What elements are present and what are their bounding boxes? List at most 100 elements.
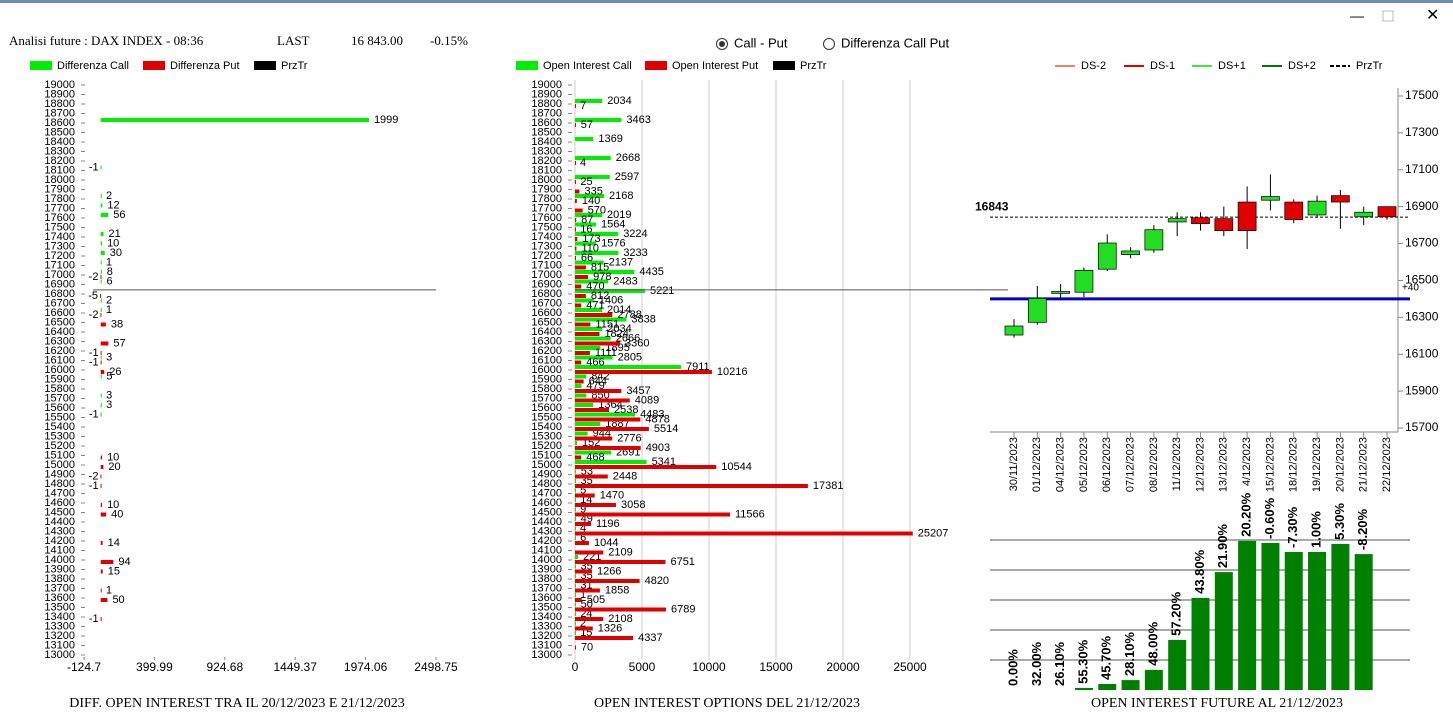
x-tick-label: 20000: [826, 660, 860, 674]
bar: [575, 222, 596, 227]
bar-label: 55.30%: [1075, 639, 1090, 684]
bar: [100, 270, 102, 274]
bar-label: 505: [587, 594, 605, 606]
y-tick-label: 15300: [531, 430, 562, 442]
bar: [575, 602, 576, 607]
bar: [575, 189, 580, 194]
x-tick-label: 01/12/2023: [1031, 437, 1043, 492]
bar-label: -1: [89, 480, 99, 492]
candle-body: [1214, 218, 1234, 231]
y-tick-label: 16300: [531, 335, 562, 347]
bar: [100, 118, 369, 122]
x-tick-label: 15/12/2023: [1264, 437, 1276, 492]
candle-body: [1284, 201, 1304, 220]
bar-label: 0.00%: [1005, 649, 1020, 686]
y-tick-label: 17900: [531, 183, 562, 195]
x-tick-label: 19/12/2023: [1311, 437, 1323, 492]
y-tick-label: 15400: [531, 421, 562, 433]
radio-label[interactable]: Differenza Call Put: [841, 35, 950, 50]
bar: [575, 256, 576, 260]
bar: [575, 275, 589, 279]
bar-label: 1151: [595, 318, 619, 330]
y-tick-label: 18500: [531, 126, 562, 138]
bar: [1098, 684, 1117, 690]
bar-label: 10544: [721, 461, 752, 473]
bar-label: 644: [589, 375, 607, 387]
x-tick-label: 13/12/2023: [1218, 437, 1230, 492]
maximize-button[interactable]: [1382, 10, 1394, 22]
bar: [100, 341, 109, 346]
y-tick-label: 16600: [531, 307, 562, 319]
bar: [575, 626, 593, 631]
bar: [575, 104, 576, 108]
bar-label: 2137: [609, 256, 633, 268]
bar-label: 173: [582, 233, 600, 245]
radio-label[interactable]: Call - Put: [734, 35, 788, 50]
x-tick-label: 399.99: [136, 660, 173, 674]
bar-label: 2597: [615, 171, 639, 183]
bar: [575, 313, 613, 317]
bar-label: -8.20%: [1355, 508, 1370, 550]
bar: [100, 322, 106, 327]
y-tick-label: 17400: [44, 231, 75, 243]
legend-label: PrzTr: [1356, 60, 1383, 72]
bar-label: 87: [581, 214, 593, 226]
bar-label: 335: [584, 185, 602, 197]
bar: [575, 317, 627, 322]
y-tick-label: 14400: [531, 516, 562, 528]
y-tick-label: 17900: [44, 183, 75, 195]
y-tick-label: 17500: [1405, 88, 1439, 102]
bar-label: 5514: [654, 423, 678, 435]
bar-label: 2776: [617, 432, 641, 444]
x-tick-label: 1449.37: [274, 660, 318, 674]
y-tick-label: 13100: [531, 639, 562, 651]
minimize-button[interactable]: —: [1350, 8, 1364, 24]
bar: [575, 579, 640, 583]
bar: [575, 279, 609, 284]
bar-label: 45.70%: [1099, 635, 1114, 680]
bar-label: 5: [580, 484, 586, 496]
bar: [1331, 543, 1350, 690]
radio-diff[interactable]: [823, 38, 835, 50]
y-tick-label: 15900: [531, 373, 562, 385]
bar: [575, 465, 717, 469]
close-button[interactable]: ✕: [1426, 7, 1439, 24]
bar-label: 12: [107, 199, 119, 211]
bar: [575, 99, 603, 103]
bar-label: 1.00%: [1309, 511, 1324, 548]
y-tick-label: 18900: [44, 88, 75, 100]
bar: [575, 322, 591, 327]
y-tick-label: 13600: [531, 592, 562, 604]
y-tick-label: 18000: [531, 174, 562, 186]
y-tick-label: 18500: [44, 126, 75, 138]
bar: [575, 389, 622, 393]
bar: [575, 417, 641, 422]
bar: [575, 493, 595, 498]
bar: [575, 355, 613, 360]
y-tick-label: 14900: [44, 468, 75, 480]
y-tick-label: 16600: [44, 307, 75, 319]
y-tick-label: 14600: [531, 497, 562, 509]
y-tick-label: 16100: [44, 354, 75, 366]
y-tick-label: 14000: [44, 554, 75, 566]
bar: [100, 569, 103, 574]
x-tick-label: 4/12/2023: [1241, 437, 1253, 486]
bar: [575, 498, 576, 502]
y-tick-label: 17400: [531, 231, 562, 243]
y-tick-label: 14600: [44, 497, 75, 509]
bar-label: 57: [581, 119, 593, 131]
y-tick-label: 17100: [531, 259, 562, 271]
bar-label: 978: [593, 271, 611, 283]
bar-label: 3360: [625, 337, 649, 349]
y-tick-label: 17600: [531, 212, 562, 224]
bar: [575, 569, 592, 574]
bar: [575, 161, 576, 165]
bar-label: 140: [582, 195, 600, 207]
bar-label: 1111: [595, 347, 617, 359]
y-tick-label: 16100: [531, 354, 562, 366]
reference-label: +40: [1402, 283, 1419, 294]
bar: [575, 507, 576, 512]
y-tick-label: 14800: [531, 478, 562, 490]
bar-label: 4878: [645, 413, 669, 425]
